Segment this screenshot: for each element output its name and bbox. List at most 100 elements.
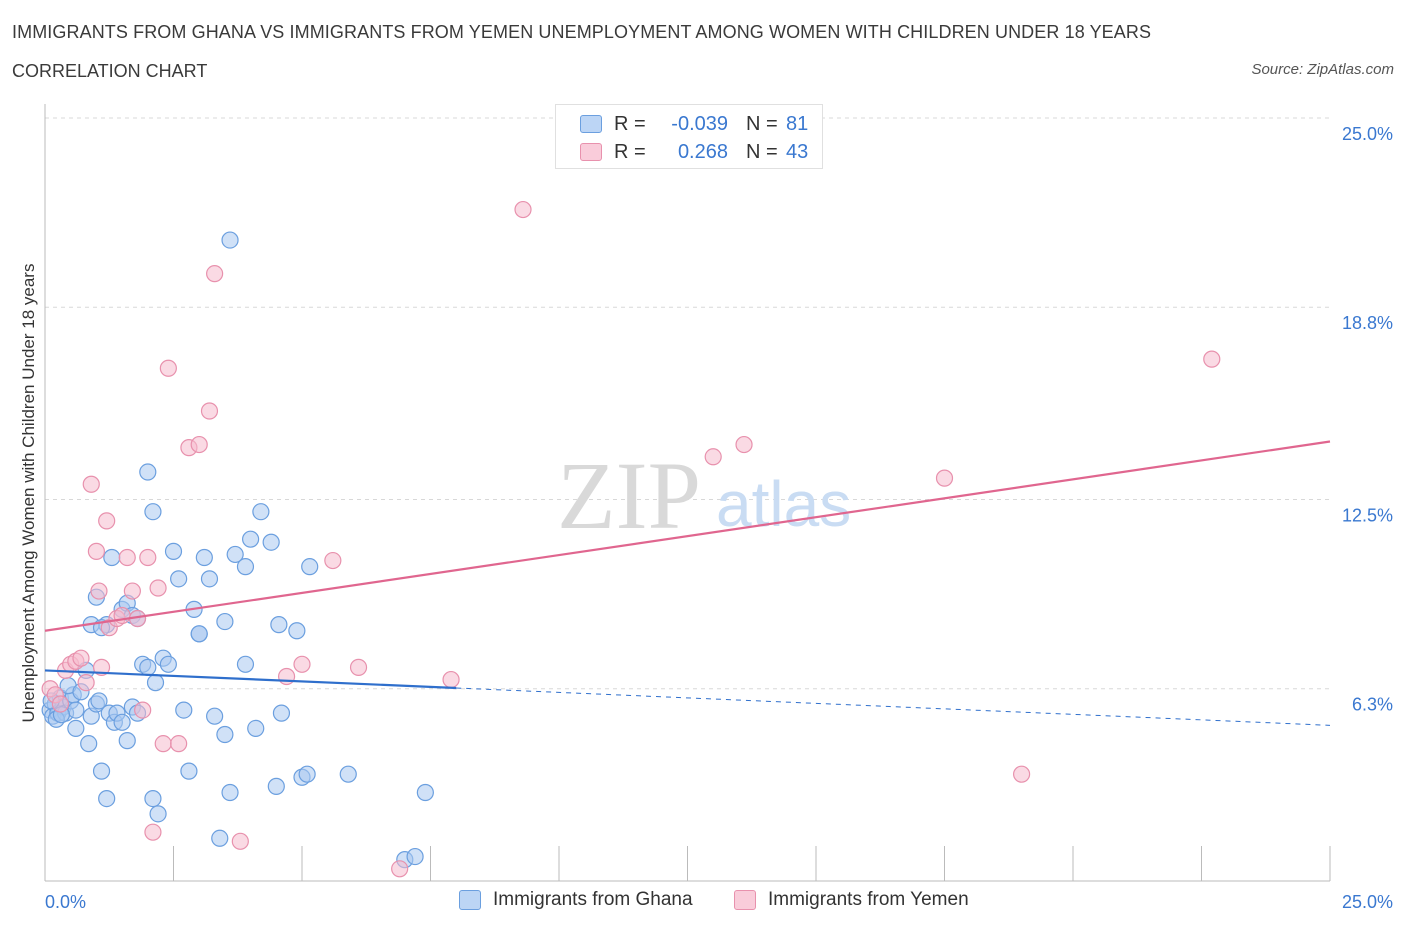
yemen-point-20	[139, 548, 157, 567]
ghana-point-20	[90, 692, 108, 710]
legend-item-ghana: Immigrants from Ghana	[459, 889, 693, 911]
ghana-point-76	[190, 625, 208, 643]
y-tick-label-2: 18.8%	[1342, 313, 1393, 333]
ghana-point-63	[288, 622, 306, 640]
x-tick-label-1: 25.0%	[1342, 892, 1393, 912]
ghana-point-26	[113, 713, 131, 731]
ghana-point-61	[270, 616, 288, 634]
ghana-point-30	[103, 548, 121, 567]
yemen-point-7	[77, 674, 95, 692]
yemen-point-23	[154, 735, 172, 753]
ghana-point-79	[236, 655, 255, 673]
chart-title: IMMIGRANTS FROM GHANA VS IMMIGRANTS FROM…	[12, 22, 1152, 42]
yemen-point-9	[87, 542, 106, 560]
yemen-point-8	[82, 475, 100, 493]
yemen-point-38	[704, 448, 722, 466]
yemen-r-label: R =	[614, 140, 646, 163]
ghana-point-21	[92, 762, 111, 780]
ghana-point-72	[221, 231, 239, 249]
yemen-legend-swatch	[734, 890, 756, 910]
ghana-n-label: N =	[746, 112, 778, 135]
y-tick-labels: 6.3% 12.5% 18.8% 25.0%	[1342, 124, 1393, 715]
ghana-point-65	[298, 765, 316, 783]
yemen-point-36	[442, 670, 460, 689]
yemen-point-6	[72, 649, 90, 667]
yemen-n-label: N =	[746, 140, 778, 163]
ghana-point-37	[144, 789, 162, 808]
yemen-point-24	[159, 359, 177, 377]
ghana-legend-swatch	[459, 890, 481, 910]
yemen-point-16	[118, 548, 136, 567]
yemen-point-33	[324, 551, 342, 570]
yemen-point-25	[170, 735, 188, 753]
yemen-r-value: 0.268	[677, 140, 728, 163]
yemen-swatch	[580, 143, 602, 161]
yemen-point-22	[149, 579, 167, 597]
legend-row-yemen: R = 0.268 N = 43	[580, 140, 808, 164]
ghana-point-73	[139, 463, 157, 481]
yemen-point-32	[293, 655, 311, 673]
ghana-point-49	[200, 570, 219, 588]
ghana-point-55	[236, 558, 255, 576]
ghana-point-59	[262, 533, 280, 551]
legend-row-ghana: R = -0.039 N = 81	[580, 112, 808, 136]
yemen-point-35	[391, 860, 409, 878]
chart-subtitle: CORRELATION CHART	[12, 61, 208, 81]
yemen-point-21	[144, 823, 162, 841]
ghana-point-39	[149, 805, 167, 823]
ghana-n-value: 81	[786, 112, 809, 135]
yemen-point-41	[1012, 765, 1031, 783]
ghana-point-62	[272, 704, 291, 722]
ghana-point-66	[301, 558, 319, 576]
yemen-n-value: 43	[786, 140, 809, 163]
ghana-trendline-solid	[44, 669, 457, 690]
ghana-point-50	[206, 707, 224, 725]
source-credit: Source: ZipAtlas.com	[1251, 61, 1394, 78]
yemen-point-2	[51, 695, 70, 713]
ghana-point-77	[216, 612, 234, 631]
yemen-point-28	[200, 402, 219, 420]
ghana-point-22	[98, 789, 116, 808]
ghana-point-45	[180, 762, 198, 780]
watermark-zip: ZIP	[557, 442, 701, 549]
yemen-point-27	[190, 435, 208, 454]
ghana-point-60	[267, 777, 285, 795]
x-tick-label-0: 0.0%	[45, 892, 86, 912]
ghana-point-51	[211, 829, 229, 847]
y-tick-label-3: 25.0%	[1342, 124, 1393, 144]
ghana-point-52	[216, 725, 234, 744]
correlation-legend: R = -0.039 N = 81 R = 0.268 N = 43	[555, 104, 823, 169]
ghana-point-41	[159, 655, 177, 673]
ghana-r-label: R =	[614, 112, 646, 135]
ghana-point-70	[416, 783, 434, 802]
ghana-point-36	[139, 658, 157, 676]
yemen-point-12	[98, 512, 116, 530]
yemen-point-29	[206, 265, 224, 283]
yemen-point-40	[935, 469, 954, 487]
yemen-trendline	[44, 440, 1331, 632]
ghana-point-38	[146, 674, 165, 692]
ghana-point-48	[195, 548, 213, 567]
ghana-point-43	[170, 570, 188, 588]
ghana-swatch	[580, 115, 602, 133]
ghana-point-53	[221, 783, 239, 802]
y-tick-label-1: 12.5%	[1342, 506, 1393, 526]
yemen-point-37	[514, 200, 532, 219]
y-axis-label: Unemployment Among Women with Children U…	[19, 264, 38, 723]
ghana-point-44	[175, 701, 193, 719]
yemen-point-17	[123, 582, 141, 600]
yemen-point-30	[231, 832, 249, 850]
ghana-r-value: -0.039	[671, 112, 728, 135]
ghana-point-54	[226, 545, 244, 564]
ghana-point-67	[339, 765, 357, 783]
ghana-point-58	[252, 503, 270, 521]
ghana-point-27	[118, 732, 136, 750]
yemen-point-42	[1203, 350, 1221, 368]
ghana-point-69	[406, 847, 424, 866]
y-tick-label-0: 6.3%	[1352, 695, 1393, 715]
yemen-point-10	[90, 582, 108, 600]
ghana-point-57	[247, 719, 265, 738]
yemen-point-31	[277, 667, 296, 686]
axes	[44, 104, 1331, 882]
